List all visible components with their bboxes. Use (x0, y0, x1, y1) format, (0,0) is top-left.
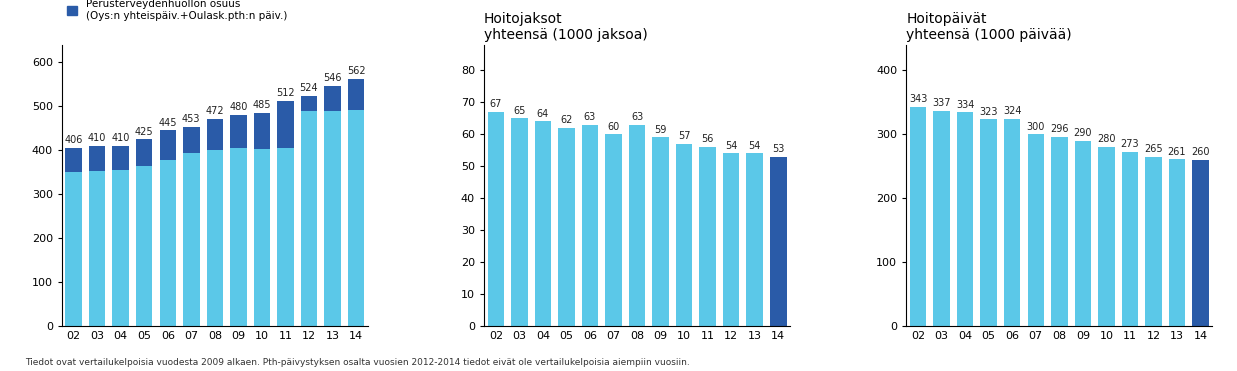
Bar (746, 154, 763, 326)
Text: 60: 60 (607, 122, 620, 132)
Bar (1145, 157, 1162, 326)
Legend: Perusterveydenhuollon osuus
(Oys:n yhteispäiv.+Oulask.pth:n päiv.): Perusterveydenhuollon osuus (Oys:n yhtei… (67, 0, 287, 20)
Bar (183, 127, 199, 153)
Text: 445: 445 (158, 118, 177, 128)
Bar (699, 147, 716, 326)
Bar (1075, 141, 1091, 326)
Bar (230, 115, 246, 148)
Bar (89, 146, 105, 171)
Bar (722, 154, 740, 326)
Text: 410: 410 (111, 133, 130, 143)
Bar (301, 111, 317, 326)
Bar (348, 110, 364, 326)
Text: 64: 64 (537, 109, 549, 119)
Text: 472: 472 (205, 106, 224, 116)
Text: 323: 323 (980, 107, 998, 117)
Bar (160, 160, 176, 326)
Bar (1192, 160, 1209, 326)
Text: 63: 63 (631, 112, 643, 122)
Bar (1169, 159, 1185, 326)
Text: 562: 562 (346, 66, 365, 76)
Bar (66, 148, 82, 172)
Bar (1051, 137, 1068, 326)
Bar (113, 146, 129, 170)
Bar (1098, 147, 1115, 326)
Text: 57: 57 (678, 131, 690, 141)
Text: 296: 296 (1050, 124, 1069, 134)
Text: 406: 406 (64, 135, 83, 145)
Bar (1028, 134, 1044, 326)
Text: 56: 56 (701, 135, 714, 144)
Text: 512: 512 (276, 88, 294, 98)
Text: 334: 334 (956, 100, 975, 110)
Text: 480: 480 (229, 102, 247, 112)
Text: 67: 67 (490, 99, 502, 109)
Bar (254, 149, 270, 326)
Bar (160, 131, 176, 160)
Text: Hoitopäivät
yhteensä (1000 päivää): Hoitopäivät yhteensä (1000 päivää) (907, 12, 1072, 42)
Bar (277, 101, 293, 148)
Text: 53: 53 (772, 144, 784, 154)
Text: 337: 337 (933, 98, 951, 108)
Text: 546: 546 (323, 73, 341, 83)
Bar (605, 134, 622, 326)
Text: 261: 261 (1168, 147, 1186, 157)
Text: 59: 59 (654, 125, 667, 135)
Text: Tiedot ovat vertailukelpoisia vuodesta 2009 alkaen. Pth-päivystyksen osalta vuos: Tiedot ovat vertailukelpoisia vuodesta 2… (25, 358, 689, 367)
Text: 54: 54 (748, 141, 761, 151)
Text: 54: 54 (725, 141, 737, 151)
Text: 273: 273 (1121, 139, 1139, 149)
Bar (324, 111, 340, 326)
Text: Hoitojaksot
yhteensä (1000 jaksoa): Hoitojaksot yhteensä (1000 jaksoa) (484, 12, 648, 42)
Bar (934, 111, 950, 326)
Bar (910, 107, 927, 326)
Text: 290: 290 (1074, 128, 1092, 138)
Bar (324, 86, 340, 111)
Text: 425: 425 (135, 127, 153, 137)
Bar (207, 118, 223, 150)
Bar (89, 171, 105, 326)
Text: 453: 453 (182, 114, 200, 124)
Bar (183, 153, 199, 326)
Bar (277, 148, 293, 326)
Text: 280: 280 (1097, 135, 1116, 144)
Text: 324: 324 (1003, 106, 1022, 116)
Bar (301, 96, 317, 111)
Bar (534, 121, 552, 326)
Bar (113, 170, 129, 326)
Bar (230, 148, 246, 326)
Bar (254, 113, 270, 149)
Text: 260: 260 (1191, 147, 1210, 157)
Bar (981, 119, 997, 326)
Bar (136, 166, 152, 326)
Text: 62: 62 (560, 115, 573, 125)
Text: 524: 524 (299, 83, 318, 93)
Text: 63: 63 (584, 112, 596, 122)
Bar (652, 137, 669, 326)
Bar (511, 118, 528, 326)
Bar (1004, 119, 1021, 326)
Bar (1122, 151, 1138, 326)
Text: 265: 265 (1144, 144, 1163, 154)
Text: 300: 300 (1027, 122, 1045, 132)
Text: 343: 343 (909, 94, 928, 104)
Bar (769, 157, 787, 326)
Bar (487, 112, 505, 326)
Bar (957, 112, 974, 326)
Bar (558, 128, 575, 326)
Bar (66, 172, 82, 326)
Bar (207, 150, 223, 326)
Bar (348, 79, 364, 110)
Text: 410: 410 (88, 133, 106, 143)
Text: 485: 485 (252, 100, 271, 110)
Bar (136, 139, 152, 166)
Bar (628, 125, 646, 326)
Text: 65: 65 (513, 106, 526, 116)
Bar (581, 125, 599, 326)
Bar (675, 144, 693, 326)
